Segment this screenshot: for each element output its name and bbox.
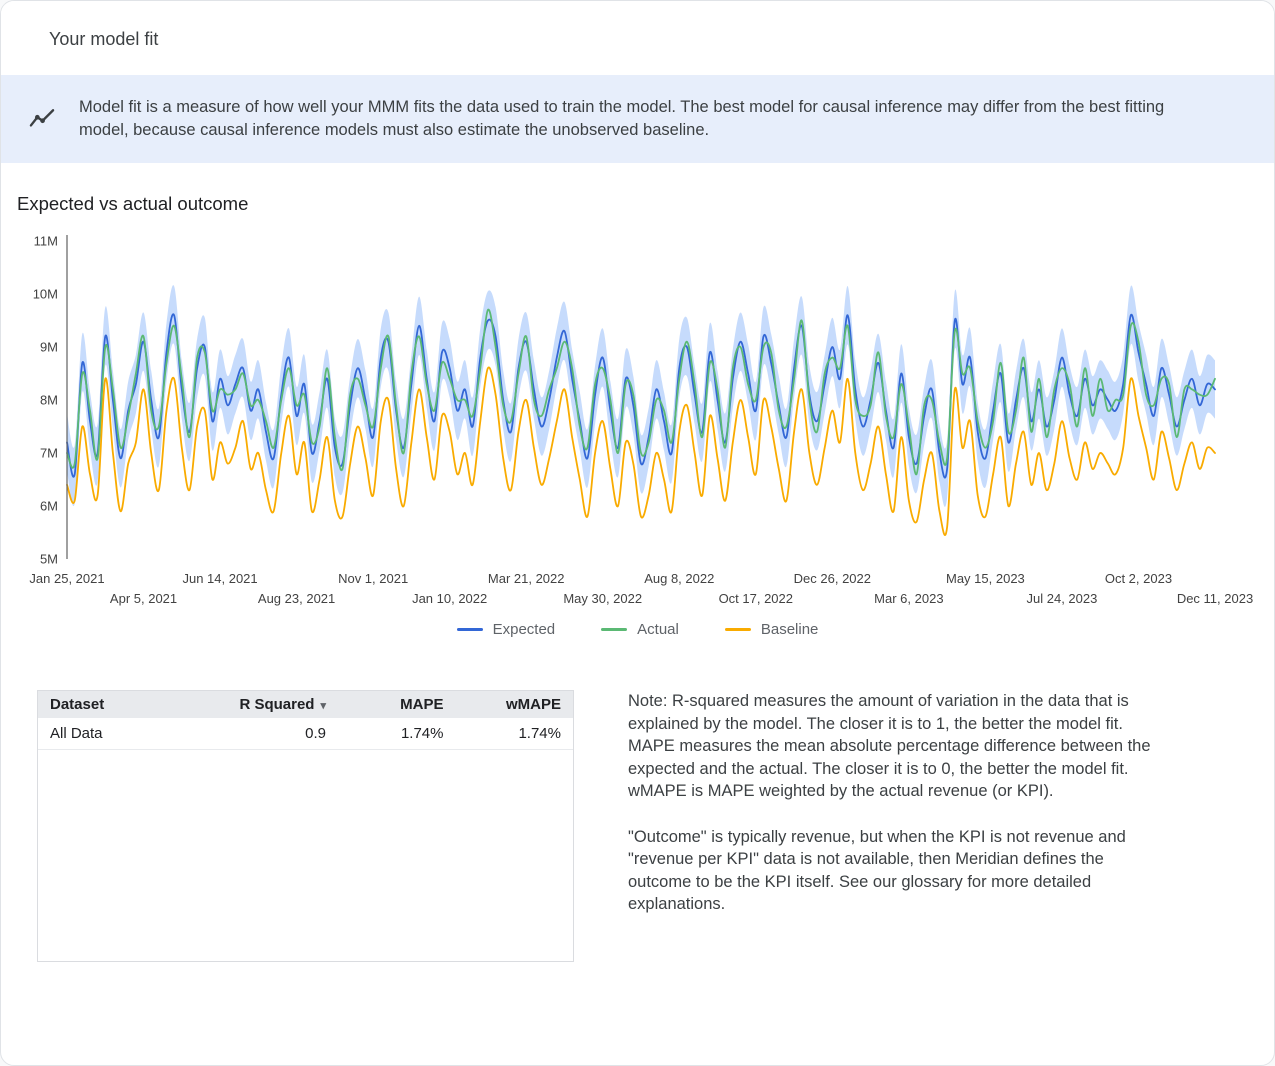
series-line-actual (66, 308, 1216, 476)
x-tick-label: Nov 1, 2021 (338, 571, 408, 586)
x-tick-label: Jan 25, 2021 (29, 571, 104, 586)
y-tick-label: 8M (40, 393, 58, 408)
x-tick-label: Mar 21, 2022 (488, 571, 565, 586)
note-paragraph-metrics: Note: R-squared measures the amount of v… (628, 692, 1151, 800)
legend-item-actual: Actual (601, 621, 679, 638)
col-header-mape: MAPE (338, 691, 456, 718)
table-header-row: Dataset R Squared ▾ MAPE wMAPE (38, 691, 573, 718)
legend-label-baseline: Baseline (760, 621, 819, 638)
page-header: Your model fit (1, 1, 1274, 75)
chart-legend: Expected Actual Baseline (17, 621, 1258, 638)
legend-swatch-baseline (724, 628, 751, 631)
legend-swatch-actual (601, 628, 628, 631)
legend-item-expected: Expected (456, 621, 556, 638)
col-header-r-squared[interactable]: R Squared ▾ (203, 691, 338, 718)
legend-label-expected: Expected (492, 621, 556, 638)
y-tick-label: 5M (40, 552, 58, 567)
note-paragraph-outcome: "Outcome" is typically revenue, but when… (628, 827, 1126, 914)
cell-r-squared: 0.9 (203, 718, 338, 750)
series-line-baseline (66, 366, 1216, 536)
y-tick-label: 6M (40, 499, 58, 514)
x-tick-label: Jun 14, 2021 (182, 571, 257, 586)
x-tick-label: Apr 5, 2021 (110, 591, 177, 606)
chart-title: Expected vs actual outcome (17, 193, 249, 214)
bottom-section: Dataset R Squared ▾ MAPE wMAPE All Data 0… (1, 638, 1274, 962)
x-tick-label: Oct 2, 2023 (1105, 571, 1172, 586)
x-tick-label: Jul 24, 2023 (1027, 591, 1098, 606)
y-tick-label: 10M (33, 287, 58, 302)
notes: Note: R-squared measures the amount of v… (628, 690, 1168, 939)
cell-dataset: All Data (38, 718, 203, 750)
info-banner: Model fit is a measure of how well your … (1, 75, 1274, 163)
cell-mape: 1.74% (338, 718, 456, 750)
info-banner-text: Model fit is a measure of how well your … (79, 98, 1165, 139)
y-tick-label: 7M (40, 446, 58, 461)
model-fit-chart: 5M 6M 7M 8M 9M 10M 11M Jan 25, 2021 Apr 5, 2021 J… (29, 234, 1253, 607)
y-tick-label: 11M (34, 234, 58, 249)
x-tick-label: Aug 8, 2022 (644, 571, 714, 586)
legend-label-actual: Actual (637, 621, 679, 638)
x-tick-label: May 30, 2022 (563, 591, 642, 606)
table-row: All Data 0.9 1.74% 1.74% (38, 718, 573, 750)
legend-swatch-expected (456, 628, 483, 631)
col-header-r-squared-label: R Squared (239, 696, 315, 713)
page-title: Your model fit (49, 29, 159, 49)
x-tick-label: Jan 10, 2022 (412, 591, 487, 606)
y-tick-label: 9M (40, 340, 58, 355)
chart-section: Expected vs actual outcome 5M 6M 7M 8M 9M 10M… (1, 193, 1274, 638)
legend-item-baseline: Baseline (724, 621, 819, 638)
model-fit-trend-icon (27, 104, 57, 134)
metrics-table: Dataset R Squared ▾ MAPE wMAPE All Data 0… (37, 690, 574, 962)
cell-wmape: 1.74% (455, 718, 573, 750)
sort-arrow-icon[interactable]: ▾ (320, 700, 326, 712)
x-tick-label: Mar 6, 2023 (874, 591, 943, 606)
x-tick-label: Oct 17, 2022 (719, 591, 793, 606)
col-header-dataset: Dataset (38, 691, 203, 718)
x-tick-label: Dec 11, 2023 (1177, 591, 1253, 606)
table-empty-area (38, 750, 573, 961)
col-header-wmape: wMAPE (455, 691, 573, 718)
x-tick-label: Dec 26, 2022 (794, 571, 871, 586)
x-tick-label: Aug 23, 2021 (258, 591, 335, 606)
x-tick-label: May 15, 2023 (946, 571, 1025, 586)
